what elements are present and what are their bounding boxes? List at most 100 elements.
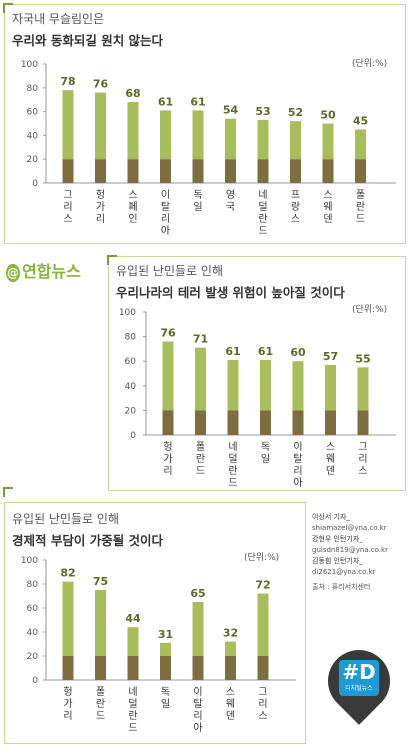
bar-upper bbox=[325, 364, 336, 411]
y-tick-label: 0 bbox=[32, 676, 38, 686]
bar-lower bbox=[95, 159, 106, 183]
y-tick-label: 20 bbox=[27, 155, 39, 165]
bar-upper bbox=[355, 129, 366, 160]
bar-upper bbox=[225, 641, 236, 656]
bar-upper bbox=[227, 359, 239, 411]
bar-value-label: 45 bbox=[353, 114, 368, 127]
bar-upper bbox=[292, 361, 304, 411]
bar-upper bbox=[357, 367, 369, 411]
panel-3-corner bbox=[3, 487, 13, 497]
bar-value-label: 32 bbox=[223, 627, 238, 640]
bar-value-label: 76 bbox=[160, 327, 176, 340]
bar-value-label: 61 bbox=[190, 95, 205, 108]
bar-lower bbox=[257, 159, 269, 183]
credit-reporter-3: 김동힘 인턴기자_ bbox=[312, 557, 363, 565]
bar-value-label: 72 bbox=[255, 579, 270, 592]
bar-lower bbox=[127, 656, 139, 680]
y-tick-label: 60 bbox=[125, 357, 137, 367]
y-tick-label: 40 bbox=[27, 131, 39, 141]
y-tick-label: 20 bbox=[125, 406, 137, 416]
chart-3-unit: (단위:%) bbox=[244, 553, 280, 563]
credit-email-2: guisdn819@yna.co.kr bbox=[312, 546, 388, 554]
yonhap-logo-text: 연합뉴스 bbox=[22, 262, 81, 281]
bar-upper bbox=[160, 642, 171, 656]
chart-3-title-line2: 경제적 부담이 가중될 것이다 bbox=[12, 533, 164, 548]
yonhap-logo: @ 연합뉴스 bbox=[6, 258, 81, 282]
bar-lower bbox=[95, 656, 106, 680]
chart-2-title-line1: 유입된 난민들로 인해 bbox=[116, 264, 223, 278]
bar-lower bbox=[62, 656, 74, 680]
bar-lower bbox=[325, 410, 336, 435]
panel-2-corner bbox=[107, 255, 117, 265]
bar-upper bbox=[260, 359, 271, 411]
y-tick-label: 0 bbox=[130, 431, 136, 441]
bar-value-label: 75 bbox=[93, 575, 108, 588]
chart-1-title-line1: 자국내 무슬림인은 bbox=[12, 12, 105, 26]
bar-lower bbox=[192, 159, 204, 183]
credit-source: 출처 : 퓨리서치센터 bbox=[312, 583, 371, 591]
bar-value-label: 60 bbox=[290, 346, 306, 359]
credit-email-3: di2621@yna.co.kr bbox=[312, 568, 376, 576]
chart-1-title-line2: 우리와 동화되길 원치 않는다 bbox=[12, 33, 164, 48]
bar-lower bbox=[257, 656, 269, 680]
bar-lower bbox=[127, 159, 139, 183]
bar-lower bbox=[225, 656, 236, 680]
bar-lower bbox=[290, 159, 301, 183]
bar-upper bbox=[192, 602, 204, 656]
y-tick-label: 100 bbox=[21, 60, 38, 70]
y-tick-label: 80 bbox=[27, 84, 39, 94]
bar-value-label: 82 bbox=[60, 567, 75, 580]
bar-upper bbox=[322, 123, 334, 160]
chart-1-unit: (단위:%) bbox=[352, 59, 388, 69]
bar-lower bbox=[192, 656, 204, 680]
bar-value-label: 57 bbox=[323, 350, 338, 363]
credits-block: 이상서 기자_ shiamazel@yna.co.kr 강현우 인턴기자_ gu… bbox=[312, 512, 407, 593]
bar-lower bbox=[225, 159, 236, 183]
y-tick-label: 40 bbox=[27, 628, 39, 638]
bar-value-label: 76 bbox=[93, 78, 109, 91]
y-tick-label: 100 bbox=[119, 308, 136, 318]
chart-panel-2 bbox=[108, 256, 406, 491]
bar-value-label: 54 bbox=[223, 104, 239, 117]
bar-upper bbox=[257, 593, 269, 656]
y-tick-label: 60 bbox=[27, 108, 39, 118]
chart-2-unit: (단위:%) bbox=[352, 305, 388, 315]
digital-news-badge-label: 디지털뉴스 bbox=[345, 685, 373, 692]
bar-value-label: 55 bbox=[355, 352, 370, 365]
bar-upper bbox=[95, 92, 106, 160]
bar-upper bbox=[290, 121, 301, 160]
y-tick-label: 80 bbox=[125, 333, 137, 343]
bar-upper bbox=[160, 110, 171, 160]
bar-value-label: 61 bbox=[158, 95, 173, 108]
bar-upper bbox=[257, 119, 269, 160]
bar-lower bbox=[162, 410, 174, 435]
bar-value-label: 31 bbox=[158, 628, 173, 641]
y-tick-label: 20 bbox=[27, 652, 39, 662]
bar-value-label: 50 bbox=[320, 109, 336, 122]
bar-lower bbox=[322, 159, 334, 183]
digital-news-badge: #D 디지털뉴스 bbox=[339, 660, 379, 696]
bar-value-label: 53 bbox=[255, 105, 270, 118]
y-tick-label: 0 bbox=[32, 179, 38, 189]
y-tick-label: 40 bbox=[125, 382, 137, 392]
y-tick-label: 100 bbox=[21, 556, 38, 566]
bar-lower bbox=[260, 410, 271, 435]
